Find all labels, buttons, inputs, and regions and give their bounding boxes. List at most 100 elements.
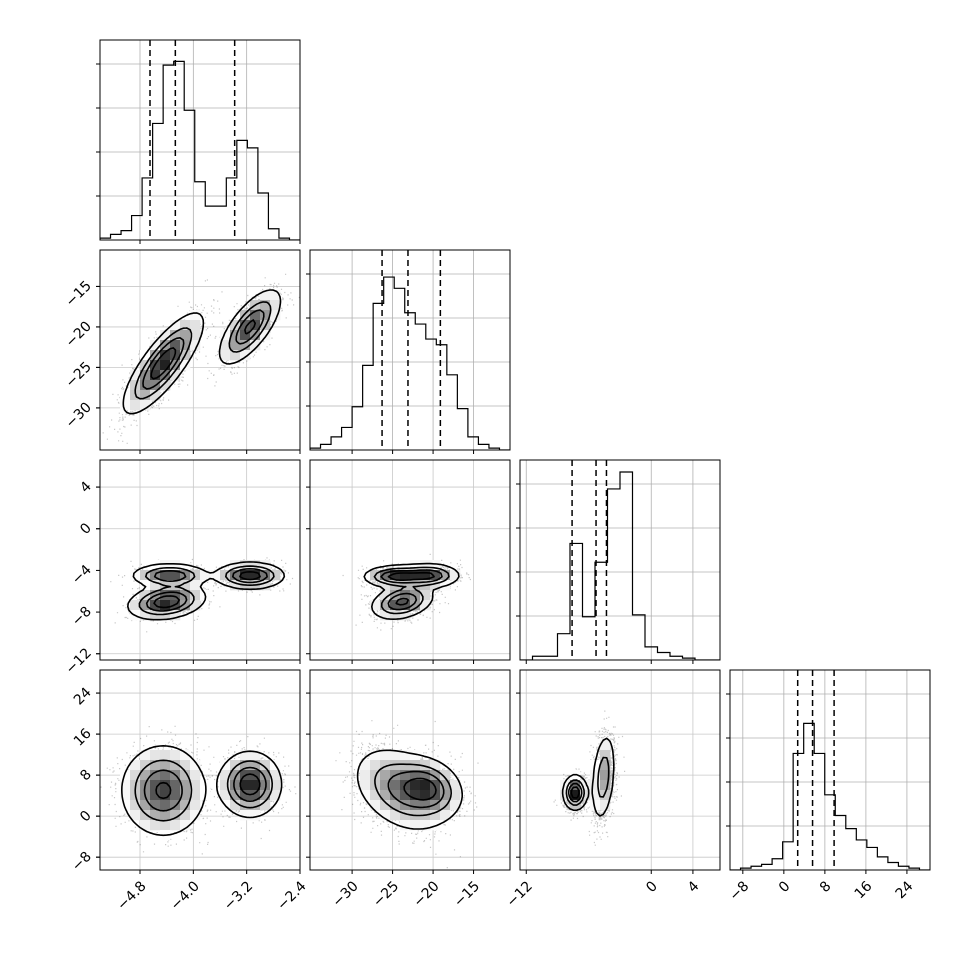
density-cell: [190, 330, 201, 341]
contour-line: [570, 786, 580, 799]
density-cell: [160, 770, 171, 781]
density-cell: [220, 790, 231, 801]
density-cell: [150, 760, 161, 771]
density-cell: [420, 760, 431, 771]
density-cell: [120, 780, 131, 791]
density-cell: [140, 390, 151, 401]
density-cell: [260, 790, 271, 801]
contour-line: [565, 756, 610, 806]
density-cell: [180, 320, 191, 331]
contour-line: [356, 749, 463, 830]
x-tick-label: −25: [370, 878, 402, 910]
y-tick-label: −4: [69, 562, 95, 588]
density-cell: [230, 760, 241, 771]
density-cell: [130, 380, 141, 391]
contour-line: [122, 289, 282, 415]
density-cell: [190, 810, 201, 821]
density-cell: [600, 800, 611, 811]
density-cell: [250, 310, 261, 321]
density-cell: [150, 800, 161, 811]
density-cell: [240, 310, 251, 321]
density-cell: [420, 820, 431, 831]
density-cell: [440, 800, 451, 811]
contour-line: [373, 566, 450, 615]
density-cell: [200, 570, 211, 581]
density-cell: [360, 780, 371, 791]
density-cell: [170, 570, 181, 581]
density-cell: [140, 760, 151, 771]
density-cell: [140, 810, 151, 821]
density-cell: [160, 760, 171, 771]
density-cell: [250, 340, 261, 351]
panel-frame: [309, 459, 511, 661]
density-cell: [260, 760, 271, 771]
density-cell: [150, 790, 161, 801]
density-cell: [160, 570, 171, 581]
histogram-panel-2: [516, 459, 721, 661]
density-cell: [160, 820, 171, 831]
density-cell: [160, 790, 171, 801]
density-cell: [170, 340, 181, 351]
contour-line: [121, 745, 283, 837]
density-cell: [240, 570, 251, 581]
y-tick-label: 0: [77, 808, 95, 826]
density-cell: [380, 770, 391, 781]
density-cell: [190, 340, 201, 351]
contour-line: [567, 782, 583, 803]
density-cell: [400, 760, 411, 771]
density-cell: [400, 580, 411, 591]
density-cell: [140, 820, 151, 831]
y-tick-label: 4: [77, 479, 95, 497]
contour-line: [143, 766, 267, 812]
panel-frame: [519, 669, 721, 871]
density-cell: [130, 770, 141, 781]
density-cell: [190, 760, 201, 771]
density-cell: [240, 340, 251, 351]
x-tick-label: −15: [451, 878, 483, 910]
contour-line: [145, 568, 268, 612]
density-cell: [220, 350, 231, 361]
density-panel-0-2: [99, 459, 301, 661]
density-cell: [230, 780, 241, 791]
density-cell: [170, 610, 181, 621]
density-cell: [190, 570, 201, 581]
x-tick-label: −2.4: [274, 878, 309, 913]
density-cell: [240, 790, 251, 801]
density-cell: [140, 770, 151, 781]
density-panel-1-3: [309, 669, 511, 871]
density-cell: [230, 330, 241, 341]
density-cell: [410, 590, 421, 601]
contour-line: [374, 763, 452, 817]
density-cell: [250, 780, 261, 791]
density-cell: [120, 400, 131, 411]
density-cell: [220, 760, 231, 771]
density-cell: [150, 810, 161, 821]
density-cell: [170, 320, 181, 331]
density-cell: [430, 780, 441, 791]
density-cell: [190, 780, 201, 791]
density-cell: [150, 350, 161, 361]
density-cell: [390, 780, 401, 791]
density-cell: [180, 800, 191, 811]
density-cell: [390, 810, 401, 821]
density-cell: [390, 570, 401, 581]
x-tick-label: −3.2: [221, 878, 256, 913]
panel-frame: [309, 669, 511, 871]
density-cell: [410, 580, 421, 591]
density-cell: [450, 800, 461, 811]
density-cell: [180, 810, 191, 821]
density-cell: [180, 770, 191, 781]
contour-line: [387, 770, 445, 809]
density-cell: [270, 290, 281, 301]
density-cell: [600, 740, 611, 751]
density-cell: [270, 300, 281, 311]
density-cell: [580, 790, 591, 801]
x-tick-label: −4.0: [168, 878, 203, 913]
density-cell: [120, 800, 131, 811]
density-cell: [600, 760, 611, 771]
density-cell: [250, 330, 261, 341]
density-cell: [170, 370, 181, 381]
density-cell: [180, 360, 191, 371]
density-cell: [390, 790, 401, 801]
